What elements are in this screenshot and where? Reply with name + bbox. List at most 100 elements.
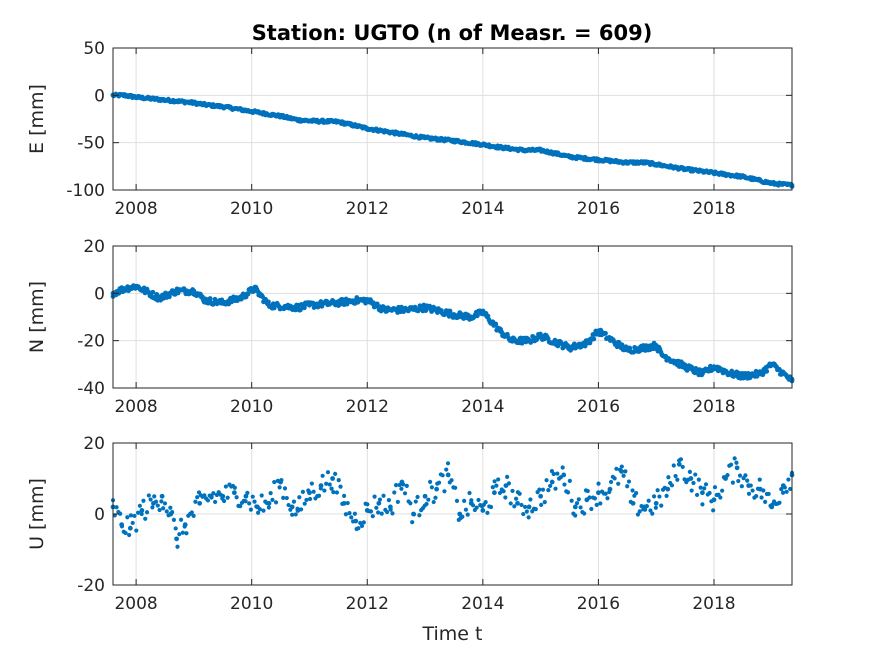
data-point — [390, 511, 395, 516]
data-point — [392, 490, 397, 495]
data-point — [763, 499, 768, 504]
data-point — [413, 499, 418, 504]
data-point — [164, 509, 169, 514]
data-point — [405, 307, 411, 313]
data-point — [162, 501, 168, 506]
data-point — [592, 496, 598, 501]
data-point — [732, 456, 737, 461]
data-point — [177, 532, 182, 537]
x-tick-label: 2012 — [346, 594, 389, 614]
data-point — [382, 307, 387, 313]
data-point — [528, 497, 533, 502]
data-point — [480, 309, 486, 315]
data-point — [431, 499, 436, 505]
data-point — [624, 347, 630, 353]
data-point — [505, 474, 510, 479]
data-point — [243, 499, 248, 504]
data-point — [376, 500, 382, 506]
data-point — [168, 511, 174, 517]
data-point — [125, 515, 130, 520]
data-point — [290, 512, 295, 517]
data-point — [122, 286, 127, 291]
data-point — [393, 483, 399, 488]
data-point — [757, 371, 763, 377]
data-point — [591, 336, 597, 342]
data-point — [540, 487, 546, 492]
data-point — [374, 505, 379, 510]
data-point — [370, 514, 375, 519]
data-point — [304, 497, 309, 503]
data-point — [759, 495, 764, 500]
data-point — [295, 305, 301, 310]
data-point — [174, 536, 179, 542]
data-point — [555, 151, 561, 157]
data-point — [573, 513, 578, 518]
data-point — [364, 126, 370, 131]
y-axis-label: U [mm] — [26, 478, 48, 550]
data-point — [493, 321, 499, 327]
data-point — [678, 457, 684, 462]
data-point — [178, 517, 184, 522]
data-point — [546, 488, 551, 493]
data-point — [659, 352, 665, 358]
data-point — [743, 473, 748, 478]
x-tick-label: 2014 — [461, 397, 504, 417]
data-point — [309, 481, 314, 486]
data-point — [688, 476, 694, 481]
data-point — [184, 531, 189, 536]
y-tick-label: 50 — [83, 39, 105, 59]
data-point — [150, 289, 156, 295]
data-point — [561, 472, 567, 478]
data-point — [718, 495, 723, 500]
data-point — [669, 483, 675, 488]
data-point — [737, 473, 743, 478]
data-point — [488, 504, 494, 510]
data-point — [723, 476, 728, 481]
data-point — [757, 486, 763, 492]
data-point — [578, 505, 583, 510]
data-point — [364, 508, 370, 513]
data-point — [736, 478, 741, 484]
data-point — [243, 493, 249, 499]
data-series-u — [110, 456, 795, 549]
data-point — [335, 119, 341, 125]
data-point — [613, 340, 619, 346]
data-point — [769, 504, 775, 510]
data-point — [359, 523, 365, 529]
x-tick-label: 2010 — [230, 594, 273, 614]
data-point — [408, 501, 413, 506]
data-point — [399, 479, 405, 485]
y-tick-label: -20 — [77, 576, 105, 596]
data-point — [372, 494, 377, 499]
data-point — [650, 511, 655, 516]
data-point — [284, 495, 289, 501]
data-point — [311, 489, 316, 494]
data-point — [764, 368, 770, 374]
data-point — [191, 513, 196, 518]
data-point — [703, 482, 709, 487]
data-point — [750, 488, 755, 493]
data-point — [156, 295, 162, 301]
y-tick-label: 20 — [83, 237, 105, 257]
data-point — [553, 486, 558, 491]
data-point — [207, 296, 213, 301]
data-point — [659, 503, 664, 508]
data-point — [221, 498, 227, 504]
data-point — [225, 495, 230, 500]
data-point — [594, 502, 599, 507]
y-axis-label: N [mm] — [26, 281, 48, 353]
data-point — [734, 460, 739, 465]
data-point — [429, 485, 434, 490]
data-point — [673, 473, 678, 479]
data-point — [700, 371, 705, 377]
data-point — [746, 483, 752, 488]
data-point — [619, 469, 624, 474]
data-point — [336, 478, 341, 483]
data-point — [490, 485, 495, 490]
data-point — [324, 481, 329, 486]
data-point — [182, 522, 188, 528]
data-point — [562, 482, 567, 487]
data-point — [676, 461, 682, 467]
data-point — [651, 494, 657, 499]
data-point — [295, 508, 301, 513]
